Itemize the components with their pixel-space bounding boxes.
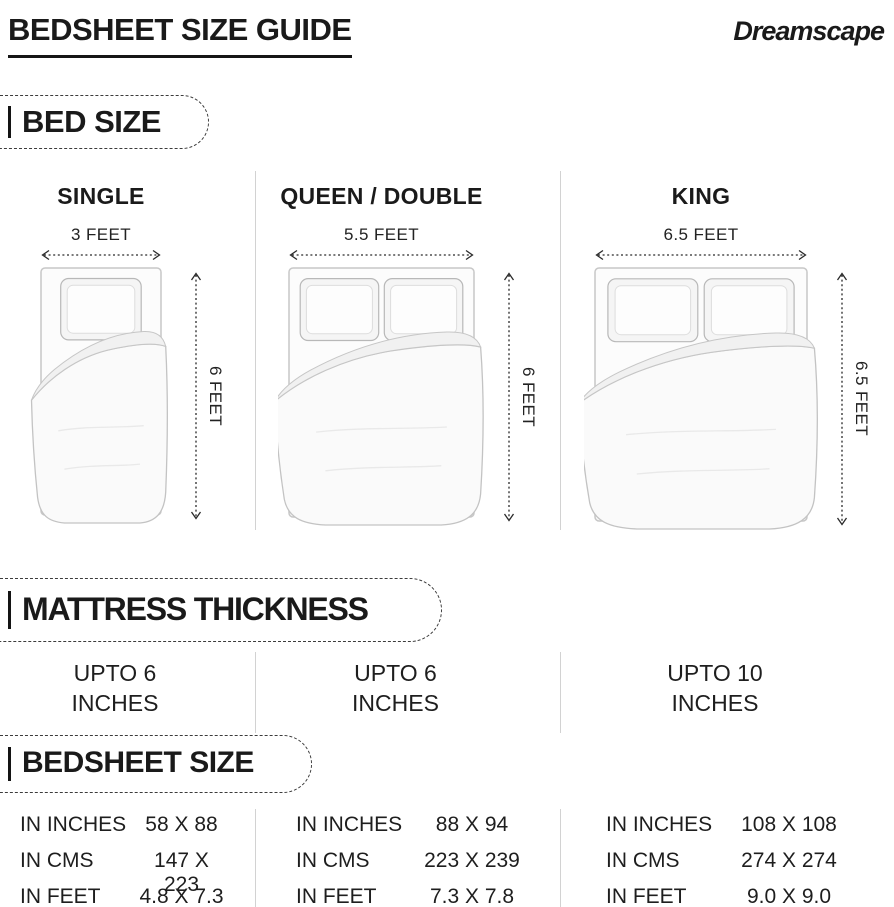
section-label-bedsheet-size: BEDSHEET SIZE — [22, 745, 254, 779]
height-dimension-queen: 6 FEET — [503, 268, 538, 526]
table-row: IN FEET 7.3 X 7.8 — [296, 885, 530, 907]
thickness-value-line2: INCHES — [671, 690, 759, 717]
thickness-value-line1: UPTO 10 — [667, 660, 763, 686]
mattress-thickness-columns: UPTO 6 INCHES UPTO 6 INCHES UPTO 10 INCH… — [0, 652, 894, 733]
bed-name-single: SINGLE — [57, 183, 145, 209]
bed-height-label-king: 6.5 FEET — [852, 361, 871, 437]
section-accent-bar — [8, 591, 11, 629]
bedsheet-column-queen: IN INCHES 88 X 94 IN CMS 223 X 239 IN FE… — [255, 808, 560, 907]
row-label-cms: IN CMS — [296, 848, 370, 872]
height-dimension-single: 6 FEET — [190, 268, 225, 524]
row-label-cms: IN CMS — [20, 848, 94, 872]
section-header-mattress-thickness: MATTRESS THICKNESS — [0, 578, 442, 642]
table-row: IN FEET 4.8 X 7.3 — [20, 885, 225, 907]
page-title: BEDSHEET SIZE GUIDE — [8, 14, 352, 58]
section-label-mattress-thickness: MATTRESS THICKNESS — [22, 591, 369, 627]
table-row: IN INCHES 88 X 94 — [296, 813, 530, 849]
queen-bed-illustration — [274, 266, 485, 526]
row-label-cms: IN CMS — [606, 848, 680, 872]
value-feet-queen: 7.3 X 7.8 — [429, 884, 515, 907]
section-accent-bar — [8, 746, 11, 781]
row-label-feet: IN FEET — [20, 884, 101, 907]
bed-column-king: KING 6.5 FEET 6.5 FEET — [560, 171, 894, 530]
width-dimension-arrow — [288, 249, 475, 261]
king-bed-illustration — [578, 266, 818, 530]
section-accent-bar — [8, 106, 11, 138]
row-label-feet: IN FEET — [296, 884, 377, 907]
bed-name-king: KING — [671, 183, 731, 209]
value-inches-single: 58 X 88 — [145, 812, 218, 836]
width-dimension-arrow — [40, 249, 162, 261]
bedsheet-column-king: IN INCHES 108 X 108 IN CMS 274 X 274 IN … — [560, 808, 894, 907]
height-dimension-arrow — [836, 271, 848, 527]
table-row: IN INCHES 108 X 108 — [606, 813, 854, 849]
bedsheet-column-single: IN INCHES 58 X 88 IN CMS 147 X 223 IN FE… — [0, 809, 255, 907]
bed-width-label-queen: 5.5 FEET — [343, 225, 419, 244]
row-label-feet: IN FEET — [606, 884, 687, 907]
thickness-value-line1: UPTO 6 — [354, 660, 437, 686]
height-dimension-arrow — [503, 271, 515, 523]
table-row: IN INCHES 58 X 88 — [20, 813, 225, 849]
table-row: IN CMS 147 X 223 — [20, 848, 225, 896]
value-inches-king: 108 X 108 — [741, 812, 837, 836]
bed-column-queen: QUEEN / DOUBLE 5.5 FEET 6 FEET — [255, 171, 560, 530]
table-row: IN FEET 9.0 X 9.0 — [606, 885, 854, 907]
brand-logo: Dreamscape — [733, 16, 885, 46]
value-cms-queen: 223 X 239 — [424, 848, 520, 872]
section-label-bed-size: BED SIZE — [22, 103, 161, 139]
section-header-bed-size: BED SIZE — [0, 95, 209, 149]
bed-name-queen: QUEEN / DOUBLE — [280, 183, 483, 209]
value-cms-single: 147 X 223 — [154, 848, 209, 896]
bed-column-single: SINGLE 3 FEET 6 FEET — [0, 171, 255, 530]
thickness-queen: UPTO 6 INCHES — [255, 652, 560, 733]
bed-width-label-single: 3 FEET — [70, 225, 132, 244]
row-label-inches: IN INCHES — [20, 812, 127, 836]
height-dimension-arrow — [190, 271, 202, 521]
single-bed-illustration — [30, 266, 172, 524]
height-dimension-king: 6.5 FEET — [836, 268, 871, 530]
value-feet-king: 9.0 X 9.0 — [746, 884, 832, 907]
bed-size-columns: SINGLE 3 FEET 6 FEET QUEEN / DOUBLE 5.5 … — [0, 171, 894, 530]
value-feet-single: 4.8 X 7.3 — [139, 884, 224, 907]
width-dimension-arrow — [594, 249, 808, 261]
table-row: IN CMS 223 X 239 — [296, 849, 530, 885]
section-header-bedsheet-size: BEDSHEET SIZE — [0, 734, 312, 793]
bedsheet-size-table: IN INCHES 58 X 88 IN CMS 147 X 223 IN FE… — [0, 808, 894, 907]
value-cms-king: 274 X 274 — [741, 848, 837, 872]
header: BEDSHEET SIZE GUIDE Dreamscape — [0, 0, 894, 58]
thickness-value-line2: INCHES — [352, 690, 439, 717]
bed-width-label-king: 6.5 FEET — [663, 225, 739, 244]
thickness-king: UPTO 10 INCHES — [560, 652, 894, 733]
row-label-inches: IN INCHES — [296, 812, 403, 836]
table-row: IN CMS 274 X 274 — [606, 849, 854, 885]
thickness-value-line2: INCHES — [71, 690, 159, 717]
bed-height-label-queen: 6 FEET — [519, 366, 538, 428]
bed-height-label-single: 6 FEET — [206, 365, 225, 427]
thickness-value-line1: UPTO 6 — [73, 660, 157, 686]
value-inches-queen: 88 X 94 — [435, 812, 509, 836]
thickness-single: UPTO 6 INCHES — [0, 652, 255, 733]
row-label-inches: IN INCHES — [606, 812, 713, 836]
